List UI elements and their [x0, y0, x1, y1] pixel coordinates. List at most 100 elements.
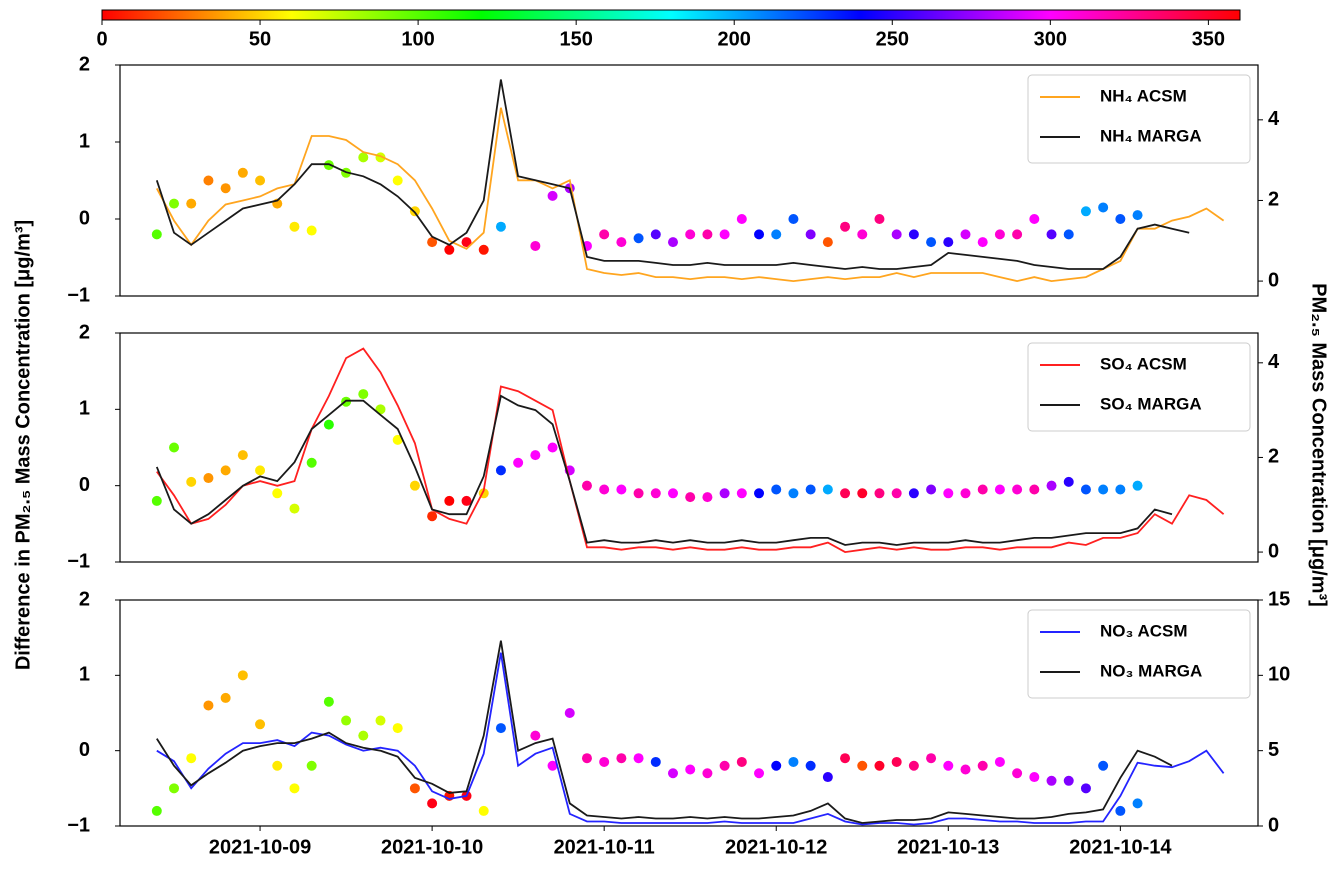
difference-point: [495, 465, 506, 476]
y2-axis-label: PM₂.₅ Mass Concentration [μg/m³]: [1308, 283, 1330, 607]
y2-tick-label: 5: [1268, 739, 1279, 761]
concentration-line: [156, 107, 1225, 283]
difference-point: [736, 214, 747, 224]
plot-frame: [119, 332, 1259, 563]
difference-point: [891, 229, 902, 240]
difference-point: [513, 457, 524, 468]
difference-point: [186, 476, 197, 487]
difference-point: [392, 723, 403, 734]
difference-point: [409, 480, 420, 491]
difference-point: [1063, 476, 1074, 487]
colorbar-tick-label: 300: [1034, 28, 1067, 50]
difference-point: [891, 488, 902, 499]
difference-point: [220, 692, 231, 703]
difference-point: [495, 221, 506, 232]
y2-tick-label: 4: [1268, 351, 1280, 373]
difference-point: [616, 753, 627, 764]
y-tick-label: 1: [79, 664, 90, 686]
difference-point: [633, 233, 644, 244]
difference-point: [736, 488, 747, 499]
difference-point: [719, 229, 730, 240]
difference-point: [960, 229, 971, 240]
difference-point: [272, 760, 283, 771]
difference-point: [788, 756, 799, 767]
difference-point: [1115, 805, 1126, 816]
difference-point: [908, 229, 919, 240]
difference-point: [805, 760, 816, 771]
difference-point: [375, 715, 386, 726]
legend-box: [1027, 74, 1251, 164]
plot-frame: [119, 599, 1259, 827]
difference-point: [169, 198, 180, 209]
difference-point: [461, 495, 472, 506]
y-tick-label: −1: [67, 550, 90, 572]
difference-point: [169, 442, 180, 453]
difference-point: [754, 229, 765, 240]
concentration-line: [155, 394, 1173, 546]
y-tick-label: 1: [79, 398, 90, 420]
x-tick-label: 2021-10-09: [209, 836, 311, 858]
difference-point: [237, 167, 248, 178]
difference-point: [857, 229, 868, 240]
y2-tick-label: 4: [1268, 108, 1280, 130]
difference-point: [1029, 484, 1040, 495]
difference-point: [306, 457, 317, 468]
difference-point: [857, 488, 868, 499]
difference-point: [1029, 772, 1040, 783]
difference-point: [289, 783, 300, 794]
difference-point: [702, 229, 713, 240]
legend-label: NH₄ MARGA: [1100, 126, 1202, 145]
difference-point: [702, 768, 713, 779]
legend-label: NO₃ MARGA: [1100, 661, 1202, 680]
difference-point: [926, 753, 937, 764]
difference-point: [754, 768, 765, 779]
difference-point: [220, 465, 231, 476]
y-tick-label: −1: [67, 284, 90, 306]
difference-point: [857, 760, 868, 771]
concentration-line: [156, 347, 1225, 554]
legend-box: [1027, 342, 1251, 432]
difference-point: [392, 175, 403, 186]
legend-box: [1027, 609, 1251, 699]
difference-point: [736, 756, 747, 767]
difference-point: [822, 237, 833, 248]
difference-point: [1115, 484, 1126, 495]
difference-point: [530, 450, 541, 461]
difference-point: [667, 768, 678, 779]
difference-point: [771, 760, 782, 771]
difference-point: [960, 488, 971, 499]
y-tick-label: 2: [79, 321, 90, 343]
difference-point: [169, 783, 180, 794]
y2-tick-label: 2: [1268, 189, 1279, 211]
difference-point: [581, 753, 592, 764]
colorbar-tick-label: 150: [559, 28, 592, 50]
difference-point: [427, 237, 438, 248]
difference-point: [461, 237, 472, 248]
difference-point: [358, 389, 369, 400]
difference-point: [289, 221, 300, 232]
difference-point: [633, 488, 644, 499]
difference-point: [702, 492, 713, 503]
colorbar: [101, 9, 1241, 21]
difference-point: [891, 756, 902, 767]
difference-point: [994, 756, 1005, 767]
difference-point: [255, 719, 266, 730]
difference-point: [754, 488, 765, 499]
difference-point: [822, 484, 833, 495]
difference-point: [237, 450, 248, 461]
difference-point: [874, 214, 885, 224]
x-tick-label: 2021-10-14: [1069, 836, 1172, 858]
difference-point: [1046, 480, 1057, 491]
y-tick-label: 0: [79, 739, 90, 761]
difference-point: [874, 488, 885, 499]
difference-point: [977, 484, 988, 495]
y-tick-label: 0: [79, 207, 90, 229]
colorbar-tick-label: 250: [876, 28, 909, 50]
difference-point: [840, 753, 851, 764]
colorbar-tick-label: 350: [1192, 28, 1225, 50]
colorbar-tick-label: 0: [96, 28, 107, 50]
y-tick-label: 2: [79, 53, 90, 75]
difference-point: [1132, 798, 1143, 809]
difference-point: [908, 488, 919, 499]
difference-point: [1046, 775, 1057, 786]
